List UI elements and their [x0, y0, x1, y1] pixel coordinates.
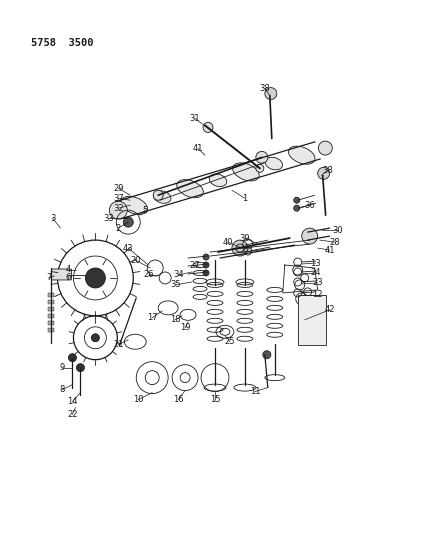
- Text: 20: 20: [130, 255, 140, 264]
- Circle shape: [317, 141, 331, 155]
- Text: 27: 27: [189, 261, 200, 270]
- Circle shape: [76, 364, 84, 372]
- Text: 14: 14: [67, 397, 78, 406]
- Text: 24: 24: [310, 269, 320, 278]
- FancyBboxPatch shape: [47, 314, 53, 318]
- Circle shape: [202, 262, 208, 268]
- Text: 40: 40: [222, 238, 233, 247]
- Text: 31: 31: [189, 114, 200, 123]
- Ellipse shape: [265, 157, 282, 170]
- Text: 15: 15: [209, 395, 220, 404]
- Circle shape: [91, 334, 99, 342]
- Ellipse shape: [232, 163, 259, 181]
- Text: 5758  3500: 5758 3500: [31, 38, 93, 48]
- Circle shape: [109, 201, 127, 219]
- Text: 3: 3: [50, 214, 55, 223]
- Text: 13: 13: [310, 259, 320, 268]
- Text: 32: 32: [113, 204, 124, 213]
- Text: 36: 36: [304, 201, 314, 209]
- FancyBboxPatch shape: [47, 321, 53, 325]
- Text: 37: 37: [112, 193, 124, 203]
- Circle shape: [264, 87, 276, 100]
- Text: 39: 39: [239, 233, 250, 243]
- Text: 19: 19: [179, 324, 190, 332]
- FancyBboxPatch shape: [47, 307, 53, 311]
- Text: 12: 12: [312, 290, 322, 300]
- Text: 34: 34: [173, 270, 183, 279]
- Text: 16: 16: [173, 395, 183, 404]
- FancyBboxPatch shape: [47, 293, 53, 297]
- Text: 8: 8: [60, 385, 65, 394]
- Circle shape: [123, 217, 133, 227]
- Text: 11: 11: [249, 387, 259, 396]
- Circle shape: [255, 164, 263, 172]
- Text: 10: 10: [132, 395, 143, 404]
- Text: 29: 29: [113, 184, 123, 193]
- Ellipse shape: [209, 174, 226, 187]
- FancyBboxPatch shape: [297, 295, 325, 345]
- Text: 22: 22: [67, 410, 78, 419]
- Text: 38: 38: [259, 84, 270, 93]
- Text: 4: 4: [66, 265, 71, 274]
- Text: 42: 42: [324, 305, 334, 314]
- Circle shape: [153, 190, 163, 200]
- Text: 2: 2: [115, 224, 121, 232]
- Text: 30: 30: [331, 225, 342, 235]
- Circle shape: [255, 151, 267, 163]
- FancyBboxPatch shape: [47, 328, 53, 332]
- Text: 28: 28: [328, 238, 339, 247]
- Circle shape: [202, 123, 213, 132]
- Circle shape: [293, 205, 299, 211]
- Text: 1: 1: [242, 193, 247, 203]
- Text: 17: 17: [147, 313, 157, 322]
- Text: 5: 5: [142, 206, 147, 215]
- Circle shape: [85, 268, 105, 288]
- Ellipse shape: [176, 180, 203, 198]
- Text: 41: 41: [193, 144, 203, 153]
- Text: 26: 26: [143, 270, 153, 279]
- Circle shape: [231, 240, 248, 256]
- Text: 18: 18: [170, 316, 180, 324]
- Text: 41: 41: [324, 246, 334, 255]
- Circle shape: [202, 270, 208, 276]
- Text: 25: 25: [224, 337, 235, 346]
- FancyBboxPatch shape: [47, 300, 53, 304]
- Text: 33: 33: [103, 214, 113, 223]
- Text: 21: 21: [113, 340, 123, 349]
- Circle shape: [301, 228, 317, 244]
- Ellipse shape: [153, 191, 170, 203]
- Ellipse shape: [288, 146, 314, 164]
- Text: 9: 9: [60, 363, 65, 372]
- Text: 35: 35: [170, 280, 180, 289]
- Text: 43: 43: [123, 244, 133, 253]
- Ellipse shape: [121, 196, 147, 214]
- Circle shape: [202, 254, 208, 260]
- Circle shape: [262, 351, 270, 359]
- Circle shape: [68, 354, 76, 362]
- Circle shape: [293, 197, 299, 203]
- FancyBboxPatch shape: [52, 269, 71, 280]
- Text: 7: 7: [46, 273, 51, 282]
- Circle shape: [317, 167, 329, 179]
- Text: 6: 6: [66, 273, 71, 282]
- Text: 23: 23: [311, 278, 322, 287]
- Text: 38: 38: [322, 166, 332, 175]
